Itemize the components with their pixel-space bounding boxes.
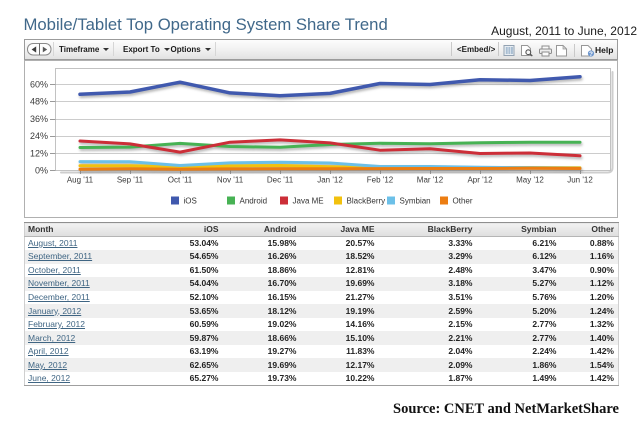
svg-text:Symbian: Symbian: [400, 197, 431, 206]
svg-text:Other: Other: [453, 197, 473, 206]
svg-text:Android: Android: [240, 197, 268, 206]
svg-text:Jan '12: Jan '12: [317, 176, 343, 185]
svg-text:BlackBerry: BlackBerry: [347, 197, 386, 206]
svg-text:60%: 60%: [30, 79, 48, 89]
svg-text:May '12: May '12: [516, 176, 544, 185]
svg-text:Jun '12: Jun '12: [567, 176, 593, 185]
svg-text:Dec '11: Dec '11: [267, 176, 294, 185]
svg-text:Aug '11: Aug '11: [67, 176, 94, 185]
svg-text:48%: 48%: [30, 97, 48, 107]
svg-text:Oct '11: Oct '11: [168, 176, 193, 185]
svg-text:Nov '11: Nov '11: [217, 176, 244, 185]
svg-text:24%: 24%: [30, 131, 48, 141]
svg-text:Sep '11: Sep '11: [117, 176, 144, 185]
svg-text:iOS: iOS: [184, 197, 197, 206]
svg-text:Feb '12: Feb '12: [367, 176, 394, 185]
svg-text:12%: 12%: [30, 148, 48, 158]
svg-text:0%: 0%: [35, 166, 48, 176]
svg-text:Java ME: Java ME: [293, 197, 324, 206]
svg-text:?: ?: [589, 51, 593, 57]
svg-text:36%: 36%: [30, 114, 48, 124]
svg-text:Apr '12: Apr '12: [467, 176, 493, 185]
svg-text:Mar '12: Mar '12: [417, 176, 444, 185]
